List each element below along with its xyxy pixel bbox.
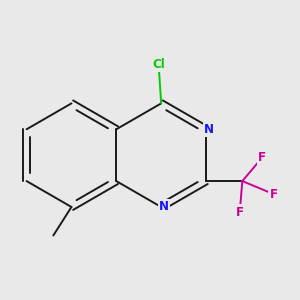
Text: N: N bbox=[159, 200, 169, 214]
Text: F: F bbox=[269, 188, 278, 200]
Text: Cl: Cl bbox=[152, 58, 165, 71]
Text: F: F bbox=[236, 206, 244, 219]
Text: N: N bbox=[204, 123, 214, 136]
Text: F: F bbox=[258, 151, 266, 164]
